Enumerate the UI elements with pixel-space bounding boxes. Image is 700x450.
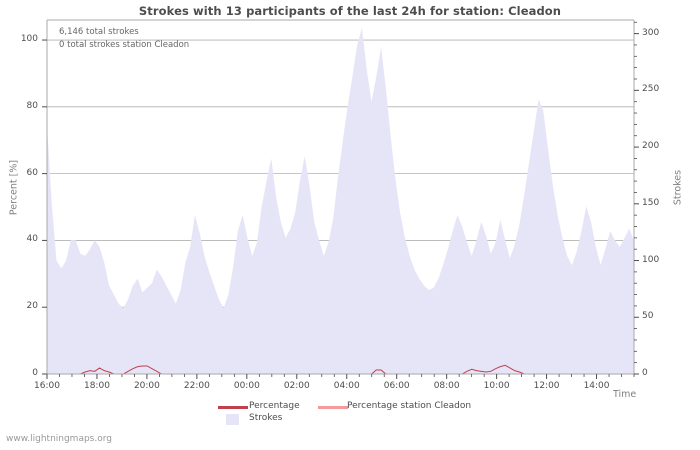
x-axis-tick-label: 10:00 xyxy=(483,381,510,391)
y-axis-left-tick-label: 20 xyxy=(26,301,38,312)
y-axis-left-tick-label: 40 xyxy=(26,234,38,245)
x-axis-tick-label: 22:00 xyxy=(183,381,210,391)
y-axis-right-tick-label: 0 xyxy=(642,368,648,378)
y-axis-right-tick-label: 150 xyxy=(642,197,660,208)
y-axis-left-tick-label: 60 xyxy=(26,167,38,178)
x-axis-tick-label: 18:00 xyxy=(83,381,110,391)
legend-swatch-line-percentage xyxy=(218,406,248,409)
y-axis-right-tick-label: 250 xyxy=(642,84,660,95)
x-axis-tick-label: 02:00 xyxy=(283,381,310,391)
x-axis-tick-label: 06:00 xyxy=(383,381,410,391)
legend-label-percentage: Percentage xyxy=(249,401,300,411)
x-axis-tick-label: 20:00 xyxy=(133,381,160,391)
legend-label-strokes: Strokes xyxy=(249,413,283,423)
legend-label-percentage-station-cleadon: Percentage station Cleadon xyxy=(347,401,472,411)
y-axis-left-tick-label: 0 xyxy=(32,368,38,378)
x-axis-tick-label: 00:00 xyxy=(233,381,260,391)
x-axis-tick-label: 14:00 xyxy=(583,381,610,391)
y-axis-right-title: Strokes xyxy=(672,169,684,206)
y-axis-right-tick-label: 50 xyxy=(642,311,654,322)
legend-swatch-area-strokes xyxy=(226,414,239,425)
x-axis-title: Time xyxy=(613,389,637,400)
series-area-strokes xyxy=(47,27,634,374)
y-axis-right-tick-label: 200 xyxy=(642,141,660,152)
y-axis-left-tick-label: 80 xyxy=(26,100,38,111)
annotation-station-strokes: 0 total strokes station Cleadon xyxy=(59,40,190,50)
y-axis-left-title: Percent [%] xyxy=(8,159,20,216)
x-axis-tick-label: 12:00 xyxy=(533,381,560,391)
y-axis-right-tick-label: 100 xyxy=(642,254,660,265)
page-title: Strokes with 13 participants of the last… xyxy=(138,4,562,18)
x-axis-tick-label: 16:00 xyxy=(34,381,60,391)
y-axis-right-tick-label: 300 xyxy=(642,27,660,38)
annotation-total-strokes: 6,146 total strokes xyxy=(59,27,139,37)
y-axis-left-tick-label: 100 xyxy=(20,34,38,45)
x-axis-tick-label: 08:00 xyxy=(433,381,460,391)
x-axis-tick-label: 04:00 xyxy=(333,381,360,391)
legend-swatch-line-percentage-station-cleadon xyxy=(318,406,348,409)
footer-site-label: www.lightningmaps.org xyxy=(6,434,112,444)
